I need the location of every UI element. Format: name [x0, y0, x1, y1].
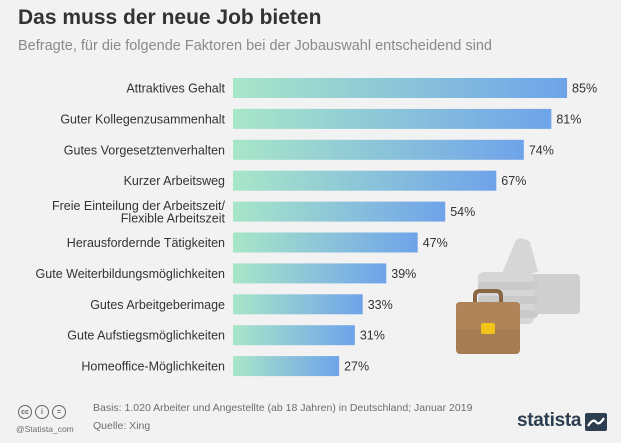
bar	[233, 263, 387, 284]
attribution-icon[interactable]: i	[35, 405, 49, 419]
category-label: Attraktives Gehalt	[126, 82, 225, 96]
category-label: Gute Weiterbildungsmöglichkeiten	[36, 267, 226, 281]
bar	[233, 170, 497, 191]
bar-value-label: 81%	[556, 112, 581, 126]
statista-logo-mark-icon	[585, 413, 607, 431]
statista-handle[interactable]: @Statista_com	[16, 424, 74, 434]
bar-value-label: 39%	[391, 267, 416, 281]
bar-value-label: 27%	[344, 360, 369, 374]
briefcase-icon	[456, 289, 520, 354]
category-label: Gutes Vorgesetztenverhalten	[64, 143, 225, 157]
bar-value-label: 67%	[501, 174, 526, 188]
bar	[233, 325, 355, 346]
thumbs-up-briefcase-illustration	[456, 238, 580, 354]
license-icons: cc i =	[18, 405, 66, 419]
category-label: Freie Einteilung der Arbeitszeit/	[52, 199, 226, 213]
footer-basis: Basis: 1.020 Arbeiter und Angestellte (a…	[93, 402, 473, 414]
statista-logo[interactable]: statista	[517, 410, 582, 431]
bar-value-label: 74%	[529, 143, 554, 157]
bar-value-label: 85%	[572, 82, 597, 96]
bar	[233, 294, 363, 315]
category-label: Herausfordernde Tätigkeiten	[67, 236, 225, 250]
category-label: Guter Kollegenzusammenhalt	[60, 112, 225, 126]
bar	[233, 232, 418, 253]
bar-value-label: 54%	[450, 205, 475, 219]
bar	[233, 78, 568, 98]
cc-license-icon[interactable]: cc	[18, 405, 32, 419]
bar-value-label: 33%	[368, 298, 393, 312]
chart-subtitle: Befragte, für die folgende Faktoren bei …	[18, 38, 492, 54]
category-label: Gute Aufstiegsmöglichkeiten	[67, 329, 225, 343]
footer-source: Quelle: Xing	[93, 420, 151, 432]
bar-value-label: 47%	[423, 236, 448, 250]
category-label: Kurzer Arbeitsweg	[124, 174, 225, 188]
bar	[233, 108, 552, 129]
bars-group: 85% Attraktives Gehalt 81% Guter Kollegenzu…	[36, 78, 597, 377]
bar	[233, 139, 524, 160]
bar-value-label: 31%	[360, 329, 385, 343]
chart-title: Das muss der neue Job bieten	[18, 6, 322, 29]
bar	[233, 201, 446, 222]
category-label: Homeoffice-Möglichkeiten	[81, 360, 225, 374]
category-label: Flexible Arbeitszeit	[121, 211, 226, 225]
category-label: Gutes Arbeitgeberimage	[90, 298, 225, 312]
no-derivatives-icon[interactable]: =	[52, 405, 66, 419]
bar	[233, 356, 340, 377]
